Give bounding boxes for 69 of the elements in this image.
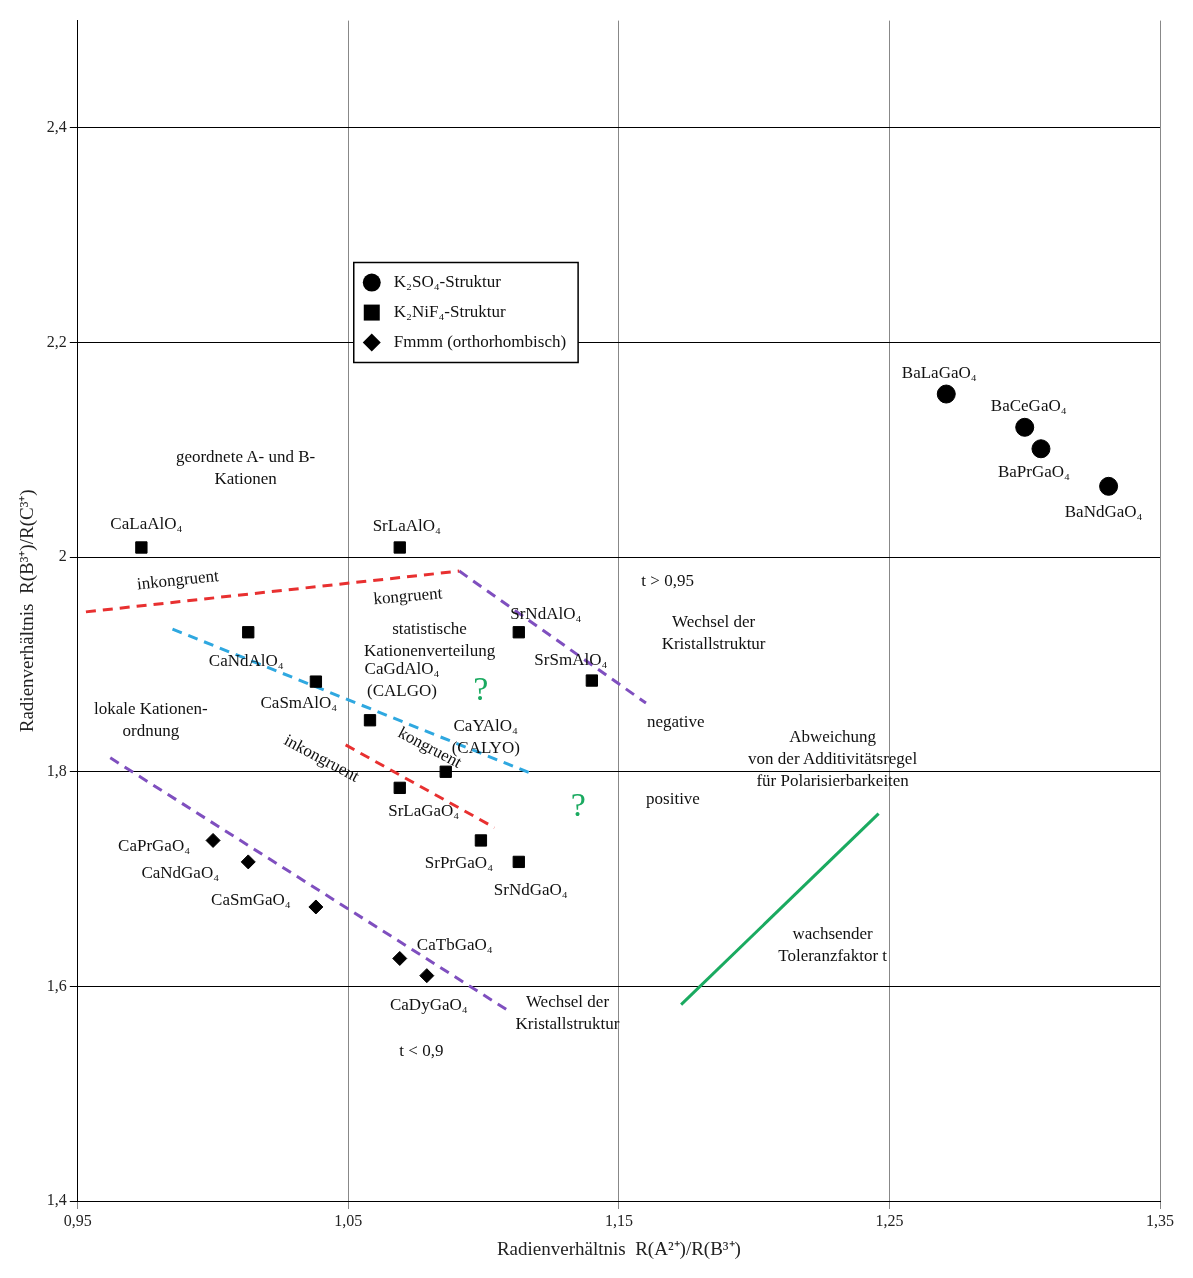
- y-tick-label: 2,4: [46, 118, 67, 136]
- x-tick-label: 1,25: [875, 1211, 904, 1229]
- point: [205, 832, 221, 848]
- annotation: SrPrGaO₄: [424, 852, 494, 872]
- point: [240, 854, 256, 870]
- y-tick-label: 1,6: [46, 976, 67, 994]
- legend-label: Fmmm (orthorhombisch): [393, 332, 567, 352]
- annotation: kongruent: [372, 583, 444, 609]
- legend-label: K₂SO₄-Struktur: [393, 272, 502, 292]
- point: [1015, 417, 1035, 437]
- x-tick-label: 1,35: [1146, 1211, 1174, 1229]
- annotation: Abweichung von der Additivitätsregel für Polarisierbarkeiten: [748, 727, 918, 791]
- point: [1099, 476, 1119, 496]
- annotation: CaDyGaO₄: [389, 995, 468, 1015]
- point: [308, 899, 324, 915]
- annotation: SrSmAlO₄: [534, 650, 608, 670]
- annotation: BaPrGaO₄: [997, 462, 1071, 482]
- annotation: positive: [646, 789, 700, 809]
- point: [242, 626, 255, 639]
- y-tick-label: 2: [58, 547, 67, 565]
- point: [474, 834, 488, 847]
- annotation: Wechsel der Kristallstruktur: [661, 611, 766, 653]
- point: [585, 674, 598, 687]
- point: [512, 626, 525, 639]
- annotation: SrNdGaO₄: [493, 880, 568, 900]
- annotation: ?: [473, 670, 489, 708]
- point: [393, 781, 406, 795]
- point: [419, 968, 435, 984]
- annotation: CaNdAlO₄: [208, 650, 284, 670]
- annotation: t > 0,95: [641, 571, 694, 591]
- annotation: ?: [570, 786, 586, 824]
- annotation: CaSmAlO₄: [260, 693, 338, 713]
- annotation: geordnete A- und B- Kationen: [175, 446, 316, 488]
- annotation: CaGdAlO₄ (CALGO): [364, 658, 440, 700]
- annotation: CaSmGaO₄: [211, 890, 291, 910]
- y-axis-title: Radienverhältnis R(B³⁺)/R(C³⁺): [16, 489, 39, 733]
- annotation: SrNdAlO₄: [510, 603, 582, 623]
- annotation: CaLaAlO₄: [110, 513, 183, 533]
- annotation: CaNdGaO₄: [141, 863, 220, 883]
- point: [512, 855, 525, 869]
- annotation: BaNdGaO₄: [1064, 501, 1143, 521]
- annotation: CaTbGaO₄: [416, 934, 493, 954]
- point: [1031, 439, 1051, 459]
- x-axis-title: Radienverhältnis R(A²⁺)/R(B³⁺): [496, 1237, 741, 1260]
- annotation: Wechsel der Kristallstruktur: [515, 991, 620, 1033]
- x-tick-label: 1,15: [604, 1211, 633, 1229]
- annotation: BaCeGaO₄: [990, 395, 1067, 415]
- annotation: wachsender Toleranzfaktor t: [778, 924, 888, 966]
- annotation: inkongruent: [135, 565, 220, 594]
- y-tick-label: 2,2: [46, 332, 67, 350]
- point: [936, 384, 956, 404]
- annotation: statistische Kationenverteilung: [363, 619, 496, 661]
- x-tick-label: 1,05: [334, 1211, 363, 1229]
- annotation: negative: [646, 711, 705, 731]
- x-tick-label: 0,95: [63, 1211, 92, 1229]
- y-tick-label: 1,4: [46, 1191, 67, 1209]
- point: [392, 950, 408, 966]
- annotation: lokale Kationen- ordnung: [93, 698, 209, 740]
- legend-label: K₂NiF₄-Struktur: [393, 302, 507, 322]
- point: [363, 714, 377, 727]
- annotation: t < 0,9: [399, 1041, 444, 1061]
- y-tick-label: 1,8: [46, 761, 67, 779]
- annotation: SrLaGaO₄: [388, 801, 460, 821]
- point: [393, 541, 406, 554]
- annotation: SrLaAlO₄: [372, 515, 441, 535]
- point: [135, 541, 148, 554]
- annotation: BaLaGaO₄: [901, 362, 977, 382]
- annotation: CaPrGaO₄: [118, 835, 191, 855]
- point: [309, 675, 323, 688]
